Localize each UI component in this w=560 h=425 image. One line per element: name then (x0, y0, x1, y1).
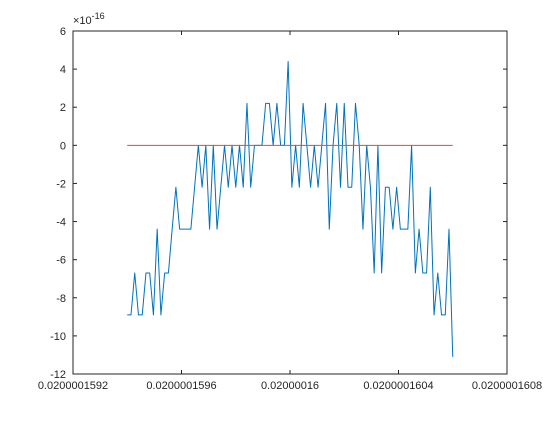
y-tick-label: -4 (56, 217, 66, 229)
series-line-1 (127, 60, 454, 357)
y-tick-label: -12 (50, 369, 66, 381)
y-tick-label: 0 (60, 140, 66, 152)
series-layer (127, 60, 454, 357)
y-tick-label: 2 (60, 102, 66, 114)
x-tick-label: 0.0200001596 (146, 380, 216, 392)
x-tick-label: 0.0200001604 (363, 380, 433, 392)
y-exponent-power: -16 (92, 11, 105, 21)
y-tick-label: 4 (60, 64, 66, 76)
x-tick-label: 0.02000016 (261, 380, 319, 392)
plot-area (73, 31, 507, 374)
y-tick-label: -8 (56, 293, 66, 305)
y-exponent-base: ×10 (73, 15, 92, 27)
y-tick-label: 6 (60, 26, 66, 38)
y-tick-label: -10 (50, 331, 66, 343)
y-tick-label: -6 (56, 255, 66, 267)
x-tick-label: 0.0200001608 (472, 380, 542, 392)
y-axis-ticks: 6 4 2 0 -2 -4 -6 -8 -10 -12 (50, 26, 507, 381)
y-tick-label: -2 (56, 178, 66, 190)
y-exponent-label: ×10-16 (73, 11, 105, 27)
x-axis-ticks: 0.0200001592 0.0200001596 0.02000016 0.0200… (38, 31, 542, 392)
x-tick-label: 0.0200001592 (38, 380, 108, 392)
